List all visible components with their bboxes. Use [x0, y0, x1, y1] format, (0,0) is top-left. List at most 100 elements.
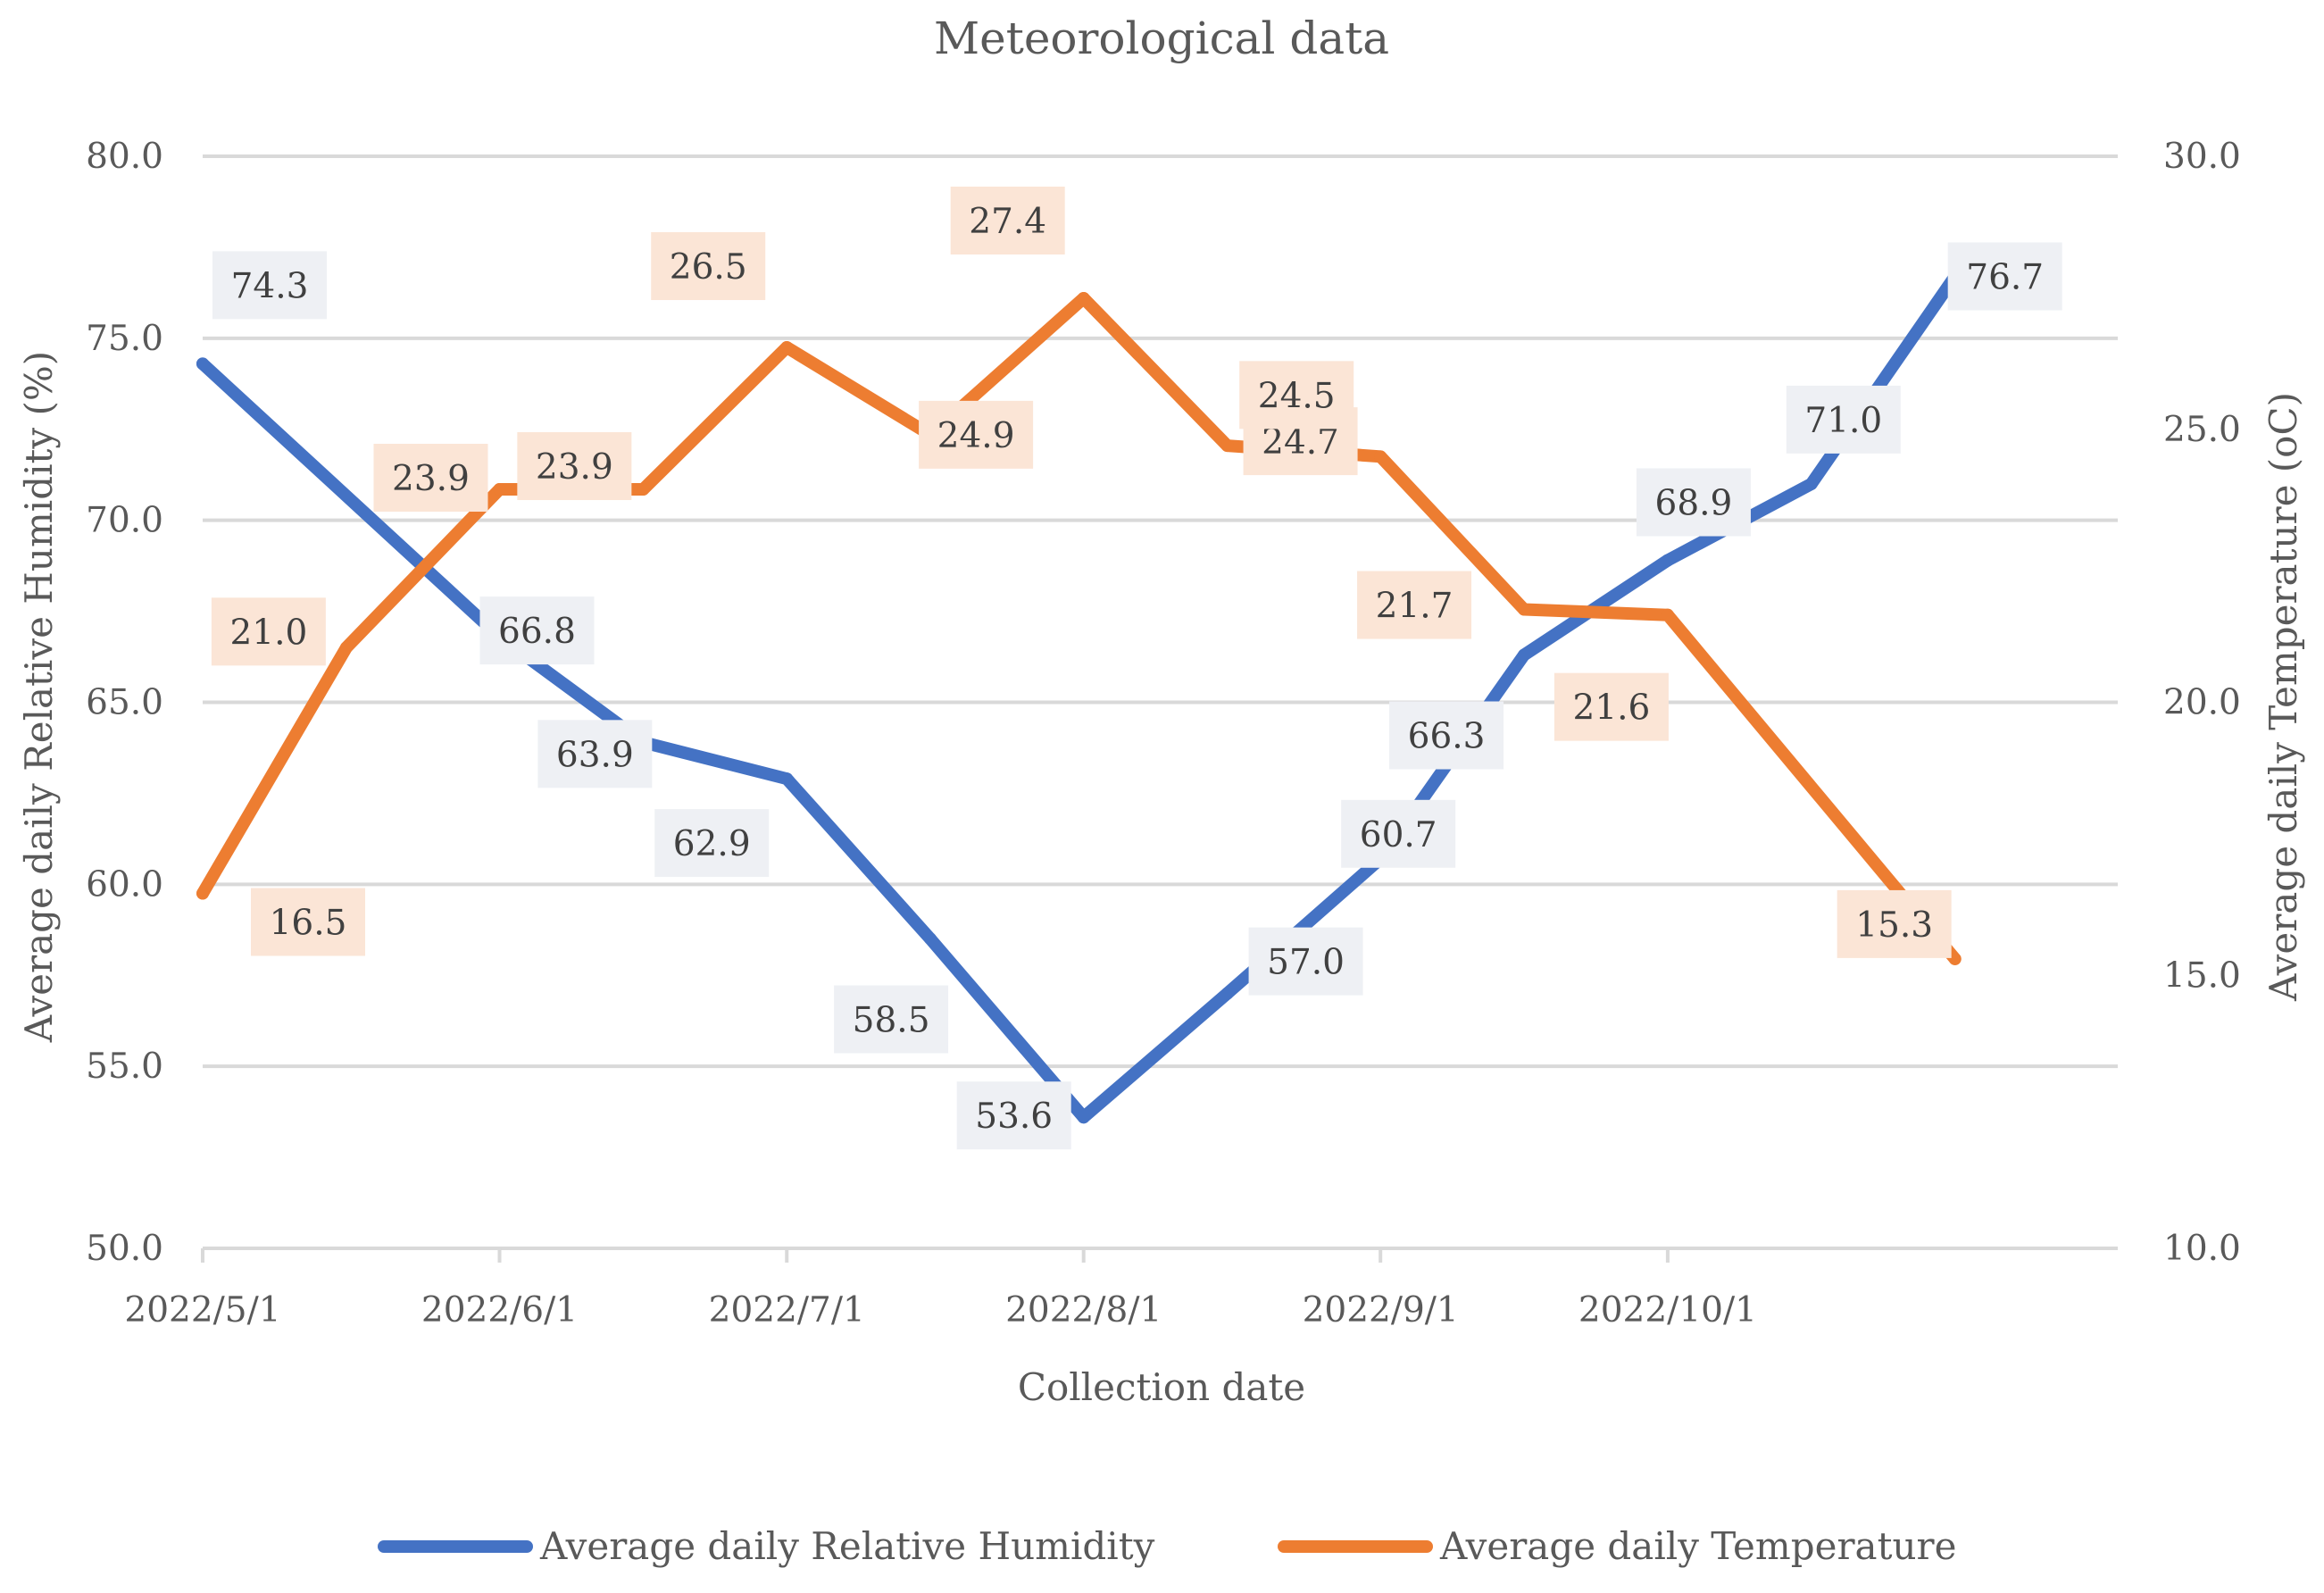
data-label-box-temperature — [211, 597, 326, 666]
y-tick-label-right: 25.0 — [2163, 410, 2241, 450]
data-label-temperature: 24.9 — [937, 416, 1015, 456]
data-point-temperature — [196, 887, 209, 900]
data-point-humidity — [1518, 648, 1531, 662]
data-point-temperature — [637, 483, 650, 496]
data-point-temperature — [1948, 952, 1962, 965]
y-tick-label-left: 70.0 — [86, 501, 163, 541]
data-label-box-humidity — [1389, 701, 1504, 770]
data-label-temperature: 24.7 — [1262, 422, 1339, 463]
data-label-temperature: 16.5 — [270, 904, 347, 944]
data-label-box-temperature — [1357, 571, 1472, 639]
y-tick-label-right: 30.0 — [2163, 137, 2241, 177]
data-label-humidity: 58.5 — [853, 1000, 930, 1040]
data-label-box-humidity — [654, 809, 770, 878]
y-axis-right-title: Average daily Temperature (oC) — [2262, 392, 2305, 1002]
y-tick-label-right: 15.0 — [2163, 955, 2241, 996]
data-label-temperature: 27.4 — [969, 202, 1046, 242]
y-tick-label-right: 20.0 — [2163, 683, 2241, 723]
data-label-box-temperature — [1553, 672, 1669, 741]
data-labels: 74.3 66.8 63.9 62.9 58.5 53.6 57.0 60.7 66.3 68.9… — [211, 186, 2062, 1150]
y-axis-left: 80.0 75.0 70.0 65.0 60.0 55.0 50.0 — [86, 137, 163, 1269]
data-label-box-humidity — [834, 985, 949, 1054]
data-point-temperature — [339, 641, 353, 655]
data-point-humidity — [196, 357, 209, 371]
x-axis-title: Collection date — [1018, 1365, 1305, 1409]
data-label-box-humidity — [1248, 927, 1363, 996]
legend-label-humidity: Average daily Relative Humidity — [539, 1524, 1155, 1568]
data-label-temperature: 23.9 — [392, 459, 470, 499]
chart-title: Meteorological data — [934, 13, 1389, 64]
data-point-humidity — [1077, 1111, 1090, 1124]
data-point-temperature — [1518, 603, 1531, 616]
data-label-box-humidity — [479, 596, 595, 665]
data-label-humidity: 66.3 — [1408, 717, 1486, 757]
data-label-humidity: 68.9 — [1655, 484, 1733, 524]
data-point-humidity — [1804, 477, 1818, 490]
data-label-humidity: 60.7 — [1360, 815, 1437, 855]
data-label-box-humidity — [1786, 385, 1901, 454]
y-tick-label-left: 65.0 — [86, 683, 163, 723]
y-tick-label-left: 80.0 — [86, 137, 163, 177]
data-point-humidity — [924, 932, 937, 946]
data-point-temperature — [1220, 439, 1234, 453]
series-line-temperature — [196, 292, 1962, 965]
data-point-temperature — [1374, 450, 1387, 463]
data-label-temperature: 24.5 — [1258, 376, 1336, 416]
data-label-box-temperature — [651, 232, 766, 301]
gridlines — [203, 154, 2118, 1069]
y-axis-left-title: Average daily Relative Humidity (%) — [17, 351, 61, 1043]
data-label-humidity: 66.8 — [498, 612, 576, 652]
data-label-box-temperature — [373, 444, 488, 513]
data-label-temperature: 21.6 — [1573, 688, 1651, 729]
data-label-humidity: 57.0 — [1267, 943, 1345, 983]
data-label-box-humidity — [212, 251, 327, 320]
data-point-humidity — [780, 772, 794, 786]
data-label-box-humidity — [1341, 799, 1456, 868]
data-label-box-temperature — [919, 400, 1034, 469]
data-label-temperature: 21.0 — [229, 613, 307, 653]
y-tick-label-left: 55.0 — [86, 1047, 163, 1087]
data-point-temperature — [1077, 291, 1090, 304]
x-tick-label: 2022/9/1 — [1303, 1290, 1459, 1330]
data-label-box-temperature — [1837, 889, 1952, 958]
x-tick-label: 2022/7/1 — [709, 1290, 865, 1330]
data-label-humidity: 74.3 — [231, 266, 309, 306]
x-axis: 2022/5/1 2022/6/1 2022/7/1 2022/8/1 2022/9/1… — [124, 1247, 2118, 1330]
data-label-box-temperature — [950, 186, 1065, 254]
data-label-box-humidity — [537, 720, 653, 788]
data-label-box-humidity — [1636, 468, 1751, 537]
data-label-box-temperature — [251, 888, 365, 956]
data-label-humidity: 62.9 — [673, 824, 751, 864]
series-lines — [196, 270, 1962, 1124]
x-tick-label: 2022/6/1 — [421, 1290, 578, 1330]
x-tick-label: 2022/8/1 — [1005, 1290, 1162, 1330]
x-tick-label: 2022/10/1 — [1578, 1290, 1757, 1330]
data-point-temperature — [493, 483, 506, 496]
y-tick-label-left: 50.0 — [86, 1229, 163, 1269]
data-label-humidity: 53.6 — [975, 1097, 1053, 1137]
data-label-humidity: 63.9 — [556, 735, 634, 775]
data-label-temperature: 23.9 — [536, 447, 613, 488]
data-label-humidity: 71.0 — [1804, 401, 1882, 441]
data-label-humidity: 76.7 — [1966, 258, 2044, 298]
data-point-humidity — [1661, 554, 1674, 567]
data-point-humidity — [1220, 987, 1234, 1000]
data-label-temperature: 26.5 — [670, 247, 747, 288]
data-point-temperature — [780, 341, 794, 354]
x-tick-label: 2022/5/1 — [124, 1290, 280, 1330]
data-point-temperature — [1661, 608, 1674, 621]
data-label-box-temperature — [517, 432, 632, 501]
data-label-temperature: 15.3 — [1855, 905, 1933, 946]
data-label-temperature: 21.7 — [1376, 587, 1454, 627]
y-tick-label-left: 75.0 — [86, 319, 163, 359]
data-label-box-humidity — [956, 1081, 1071, 1150]
y-tick-label-left: 60.0 — [86, 864, 163, 905]
series-line-humidity — [196, 270, 1962, 1124]
legend: Average daily Relative Humidity Average … — [378, 1524, 1956, 1568]
y-axis-right: 30.0 25.0 20.0 15.0 10.0 — [2163, 137, 2241, 1269]
legend-label-temperature: Average daily Temperature — [1439, 1524, 1956, 1568]
data-label-box-temperature — [1239, 361, 1354, 430]
data-label-box-humidity — [1947, 242, 2062, 311]
y-tick-label-right: 10.0 — [2163, 1229, 2241, 1269]
